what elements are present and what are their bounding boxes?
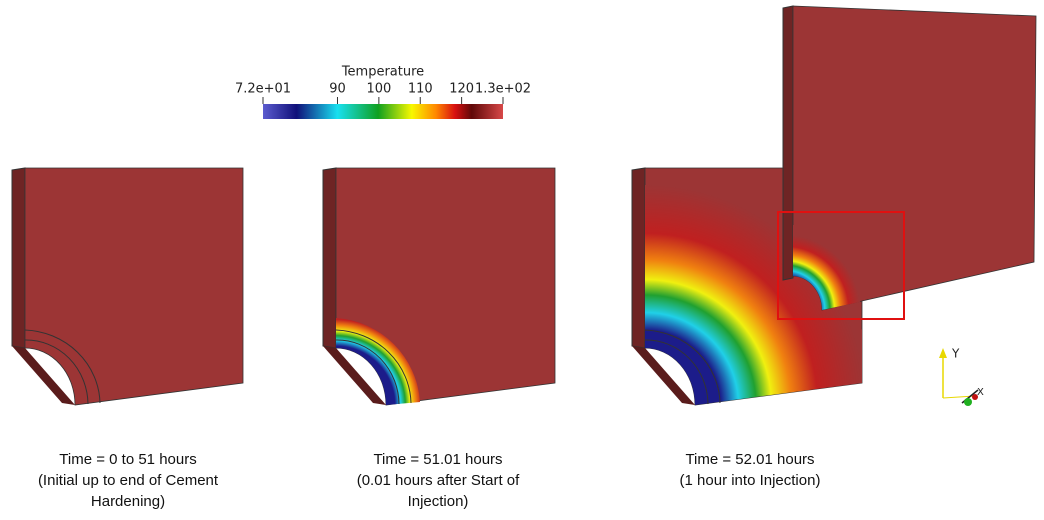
colorbar-tick-label: 7.2e+01 [235, 82, 291, 97]
panel-3-render [631, 5, 1037, 406]
colorbar-tick-label: 120 [449, 82, 474, 97]
orientation-axes: Y X [939, 347, 984, 406]
colorbar-tick-label: 100 [366, 82, 391, 97]
panel-caption: (0.01 hours after Start of [357, 472, 520, 489]
colorbar-tick-label: 90 [329, 82, 346, 97]
panel-caption: Time = 52.01 hours [685, 451, 814, 468]
panel-caption: Time = 0 to 51 hours [59, 451, 196, 468]
panel-caption: Time = 51.01 hours [373, 451, 502, 468]
axis-y-label: Y [951, 347, 960, 361]
captions: Time = 0 to 51 hours (Initial up to end o… [38, 451, 821, 510]
axis-x-label: X [977, 387, 984, 398]
panel-caption: Injection) [408, 493, 469, 510]
panel-caption: (Initial up to end of Cement [38, 472, 219, 489]
panel-1-render [11, 167, 244, 406]
panel-caption: (1 hour into Injection) [680, 472, 821, 489]
colorbar-title: Temperature [341, 65, 424, 80]
colorbar-tick-label: 110 [408, 82, 433, 97]
colorbar-tick-label: 1.3e+02 [475, 82, 531, 97]
colorbar: Temperature 7.2e+01 90 100 110 120 1.3e+02 [235, 65, 531, 119]
panel-caption: Hardening) [91, 493, 165, 510]
panel-2-render [322, 167, 556, 406]
colorbar-gradient [263, 104, 503, 119]
